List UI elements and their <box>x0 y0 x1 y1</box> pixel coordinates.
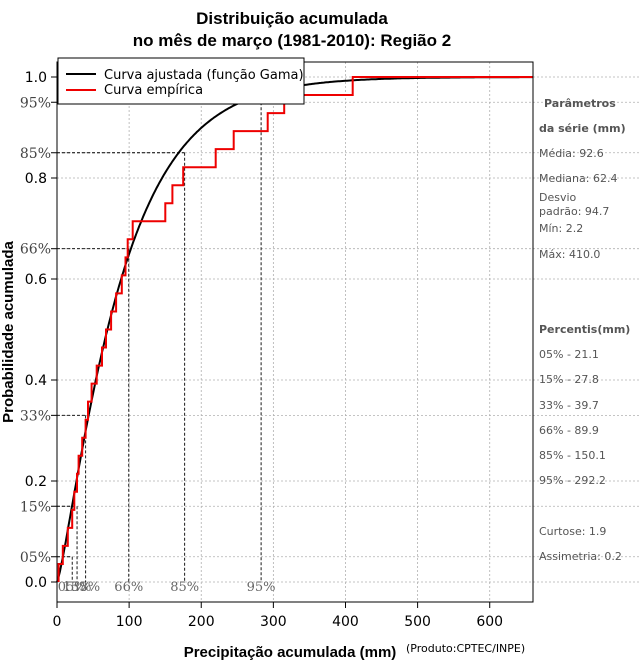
y-tick-label: 0.8 <box>25 171 47 187</box>
x-axis-title: Precipitação acumulada (mm) <box>184 644 397 660</box>
stat-max: Máx: 410.0 <box>539 248 600 261</box>
x-tick-label: 600 <box>476 614 503 630</box>
y-pct-tick-label: 66% <box>20 242 51 258</box>
pct-85: 85% - 150.1 <box>539 449 606 462</box>
params-title-1: Parâmetros <box>544 97 616 110</box>
chart-title-line-1: Distribuição acumulada <box>196 9 388 28</box>
y-tick-label: 0.4 <box>25 373 47 389</box>
x-tick-label: 400 <box>332 614 359 630</box>
x-percentile-label: 85% <box>170 580 199 595</box>
legend-box <box>57 57 305 105</box>
x-percentile-label: 33% <box>71 580 100 595</box>
y-axis-title: Probabilidade acumulada <box>0 240 17 422</box>
percentis-title: Percentis(mm) <box>539 323 630 336</box>
x-percentile-label: 05% <box>58 580 87 595</box>
legend-label-fit: Curva ajustada (função Gama) <box>104 68 304 83</box>
y-pct-tick-label: 05% <box>20 550 51 566</box>
x-percentile-label: 66% <box>114 580 143 595</box>
x-tick-label: 100 <box>116 614 143 630</box>
chart-title-line-2: no mês de março (1981-2010): Região 2 <box>133 31 451 50</box>
x-percentile-label: 15% <box>63 580 92 595</box>
percentile-guide-lines <box>57 101 262 582</box>
stat-desvio-1: Desvio <box>539 191 577 204</box>
empirical-step-curve <box>57 76 533 582</box>
x-percentile-labels: 05%15%33% 66% 85% 95% <box>58 580 276 595</box>
x-axis-ticks: 0 100 200 300 400 500 600 <box>53 602 503 630</box>
stats-panel: Parâmetros da série (mm) Média: 92.6 Med… <box>539 97 630 563</box>
pct-66: 66% - 89.9 <box>539 424 599 437</box>
y-tick-label: 0.6 <box>25 272 47 288</box>
credit-text: (Produto:CPTEC/INPE) <box>406 642 525 655</box>
x-tick-label: 500 <box>404 614 431 630</box>
stat-media: Média: 92.6 <box>539 147 604 160</box>
y-pct-tick-label: 95% <box>20 95 51 111</box>
y-pct-tick-label: 15% <box>20 499 51 515</box>
pct-95: 95% - 292.2 <box>539 474 606 487</box>
stat-curtose: Curtose: 1.9 <box>539 525 606 538</box>
y-tick-label: 1.0 <box>25 70 47 86</box>
x-tick-label: 200 <box>188 614 215 630</box>
y-tick-label: 0.2 <box>25 474 47 490</box>
legend-label-empirical: Curva empírica <box>104 83 203 98</box>
x-tick-label: 0 <box>53 614 62 630</box>
pct-05: 05% - 21.1 <box>539 348 599 361</box>
y-pct-tick-label: 33% <box>20 408 51 424</box>
y-tick-label: 0.0 <box>25 575 47 591</box>
pct-33: 33% - 39.7 <box>539 399 599 412</box>
stat-min: Mín: 2.2 <box>539 222 583 235</box>
stat-desvio-2: padrão: 94.7 <box>539 205 609 218</box>
x-percentile-label: 95% <box>247 580 276 595</box>
y-pct-tick-label: 85% <box>20 146 51 162</box>
legend: Curva ajustada (função Gama) Curva empír… <box>57 57 305 105</box>
pct-15: 15% - 27.8 <box>539 373 599 386</box>
stat-assimetria: Assimetria: 0.2 <box>539 550 622 563</box>
grid-lines <box>56 62 640 602</box>
params-title-2: da série (mm) <box>539 122 626 135</box>
x-tick-label: 300 <box>260 614 287 630</box>
y-axis-ticks: 0.0 0.2 0.4 0.6 0.8 1.0 05% 15% 33% 66% 85% 95% <box>20 70 57 591</box>
stat-mediana: Mediana: 62.4 <box>539 172 617 185</box>
